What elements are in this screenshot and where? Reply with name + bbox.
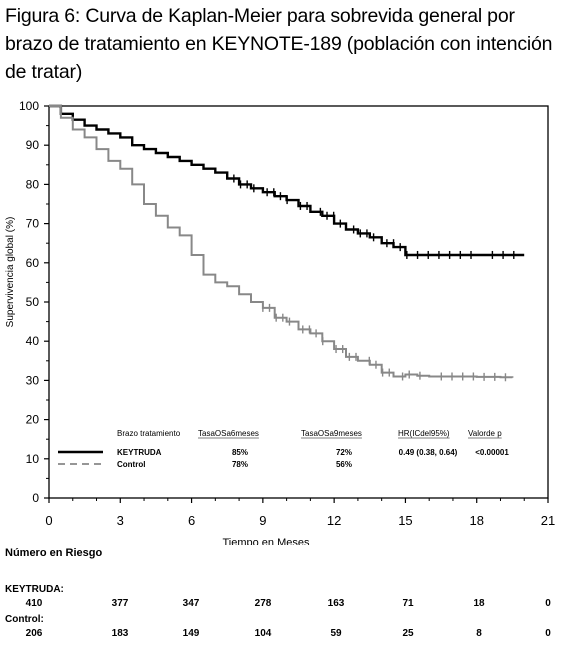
- table-header: Brazo tratamiento: [117, 429, 181, 438]
- risk-table-title: Número en Riesgo: [5, 547, 103, 559]
- table-header: TasaOSa6meses: [198, 429, 259, 438]
- table-cell-arm: KEYTRUDA: [117, 448, 162, 457]
- risk-label-control: Control:: [5, 614, 44, 625]
- risk-value-control: 8: [476, 628, 482, 639]
- table-cell-p: <0.00001: [475, 448, 509, 457]
- y-tick-label: 0: [32, 491, 39, 505]
- km-chart: 0 10 20 30 40 50 60 70 80 90 100 0 3 6 9 12 15 18 21 Tiempo…: [5, 99, 555, 545]
- table-header: TasaOSa9meses: [301, 429, 362, 438]
- risk-value-keytruda: 410: [25, 598, 43, 609]
- table-cell-arm: Control: [117, 460, 145, 469]
- y-tick-label: 50: [26, 295, 40, 309]
- censor-marks-control: [262, 303, 507, 382]
- y-tick-label: 10: [26, 452, 40, 466]
- y-tick-label: 40: [26, 334, 40, 348]
- series-line-keytruda: [49, 104, 525, 257]
- risk-value-control: 104: [254, 628, 272, 639]
- x-tick-label: 3: [117, 513, 124, 528]
- table-cell-hr: 0.49 (0.38, 0.64): [399, 448, 458, 457]
- y-tick-label: 20: [26, 413, 40, 427]
- risk-value-keytruda: 163: [327, 598, 345, 609]
- table-header: HR(ICdel95%): [398, 429, 450, 438]
- x-tick-label: 15: [398, 513, 412, 528]
- series-line-control: [49, 105, 514, 379]
- risk-value-keytruda: 71: [402, 598, 414, 609]
- risk-label-keytruda: KEYTRUDA:: [5, 584, 64, 595]
- figure-title: Figura 6: Curva de Kaplan-Meier para sob…: [5, 5, 553, 83]
- x-tick-label: 21: [541, 513, 555, 528]
- table-cell-os9: 72%: [336, 448, 352, 457]
- x-tick-label: 12: [327, 513, 341, 528]
- y-tick-label: 80: [26, 177, 40, 191]
- censor-marks-keytruda: [233, 174, 515, 259]
- y-tick-label: 70: [26, 217, 40, 231]
- risk-value-keytruda: 0: [545, 598, 551, 609]
- risk-value-control: 59: [330, 628, 342, 639]
- y-tick-label: 90: [26, 138, 40, 152]
- risk-value-keytruda: 377: [111, 598, 129, 609]
- table-cell-os9: 56%: [336, 460, 352, 469]
- risk-value-keytruda: 18: [473, 598, 485, 609]
- risk-value-keytruda: 278: [254, 598, 272, 609]
- plot-frame: [48, 105, 549, 499]
- y-tick-label: 30: [26, 373, 40, 387]
- risk-value-control: 0: [545, 628, 551, 639]
- risk-value-control: 183: [111, 628, 129, 639]
- x-tick-label: 18: [469, 513, 483, 528]
- risk-value-control: 25: [402, 628, 414, 639]
- risk-value-control: 149: [182, 628, 200, 639]
- table-header: Valorde p: [468, 429, 502, 438]
- y-axis-label: Supervivencia global (%): [5, 217, 16, 328]
- table-cell-os6: 85%: [232, 448, 248, 457]
- y-tick-label: 60: [26, 256, 40, 270]
- x-tick-label: 6: [188, 513, 195, 528]
- y-tick-label: 100: [19, 99, 39, 113]
- risk-value-keytruda: 347: [182, 598, 200, 609]
- x-tick-label: 0: [45, 513, 52, 528]
- risk-value-control: 206: [25, 628, 43, 639]
- table-cell-os6: 78%: [232, 460, 248, 469]
- x-axis-label: Tiempo en Meses: [222, 537, 310, 545]
- x-tick-label: 9: [259, 513, 266, 528]
